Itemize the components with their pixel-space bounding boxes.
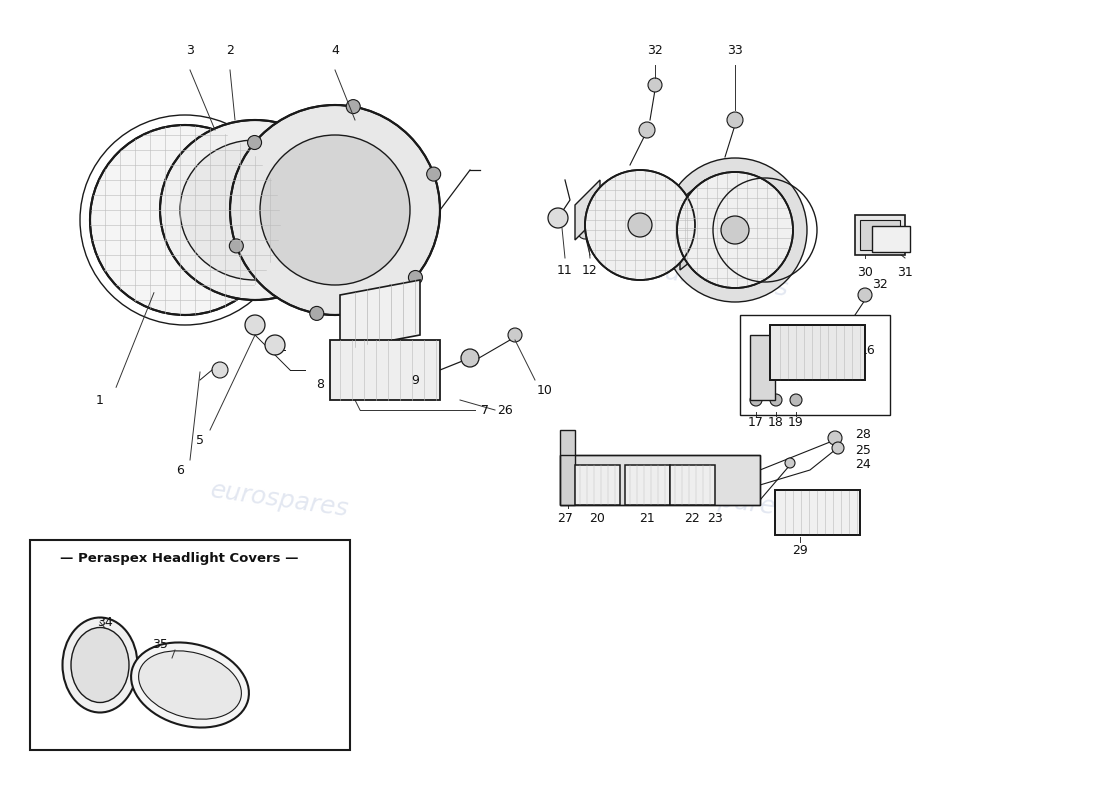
Polygon shape xyxy=(575,180,600,240)
Polygon shape xyxy=(340,280,420,350)
Circle shape xyxy=(648,78,662,92)
Ellipse shape xyxy=(139,650,241,719)
Text: 18: 18 xyxy=(768,415,784,429)
Text: eurospares: eurospares xyxy=(209,478,351,522)
Ellipse shape xyxy=(230,187,280,233)
Circle shape xyxy=(427,167,441,181)
Circle shape xyxy=(639,122,654,138)
Bar xyxy=(330,340,440,400)
Text: 28: 28 xyxy=(855,429,871,442)
Circle shape xyxy=(770,394,782,406)
Text: 4: 4 xyxy=(331,43,339,57)
Ellipse shape xyxy=(180,140,330,280)
Text: 34: 34 xyxy=(97,615,113,629)
Text: 20: 20 xyxy=(590,511,605,525)
Text: 30: 30 xyxy=(857,266,873,278)
Circle shape xyxy=(245,315,265,335)
Ellipse shape xyxy=(63,618,138,713)
Bar xyxy=(860,220,900,250)
Text: 24: 24 xyxy=(855,458,871,471)
Text: eurospares: eurospares xyxy=(649,258,791,302)
Circle shape xyxy=(408,270,422,285)
Text: 3: 3 xyxy=(186,43,194,57)
Text: 9: 9 xyxy=(411,374,419,386)
Text: 31: 31 xyxy=(898,266,913,278)
Bar xyxy=(750,335,776,400)
Circle shape xyxy=(578,225,592,239)
Text: 5: 5 xyxy=(196,434,204,446)
Circle shape xyxy=(346,99,360,114)
Text: 17: 17 xyxy=(748,415,763,429)
Bar xyxy=(560,430,575,505)
Text: 10: 10 xyxy=(537,383,553,397)
Text: 26: 26 xyxy=(497,403,513,417)
Text: 8: 8 xyxy=(316,378,324,391)
Circle shape xyxy=(265,335,285,355)
Circle shape xyxy=(461,349,478,367)
Bar xyxy=(855,215,905,255)
Text: 29: 29 xyxy=(792,543,807,557)
Circle shape xyxy=(790,394,802,406)
Text: 7: 7 xyxy=(481,403,490,417)
Text: 27: 27 xyxy=(557,511,573,525)
Circle shape xyxy=(750,394,762,406)
Text: 21: 21 xyxy=(639,511,654,525)
Bar xyxy=(770,325,865,380)
Text: 15: 15 xyxy=(702,263,718,277)
Text: 23: 23 xyxy=(707,511,723,525)
Circle shape xyxy=(676,172,793,288)
Circle shape xyxy=(720,216,749,244)
Circle shape xyxy=(90,125,280,315)
Bar xyxy=(575,465,620,505)
Bar xyxy=(560,455,760,505)
Ellipse shape xyxy=(72,627,129,702)
Circle shape xyxy=(508,328,522,342)
Text: 1: 1 xyxy=(96,394,103,406)
Circle shape xyxy=(785,458,795,468)
Text: 11: 11 xyxy=(557,263,573,277)
Text: 14: 14 xyxy=(627,263,642,277)
Text: 33: 33 xyxy=(727,43,742,57)
Text: 16: 16 xyxy=(860,343,876,357)
Bar xyxy=(625,465,670,505)
Text: 13: 13 xyxy=(762,263,778,277)
Text: 32: 32 xyxy=(872,278,888,291)
Circle shape xyxy=(663,158,807,302)
Circle shape xyxy=(230,105,440,315)
Circle shape xyxy=(248,135,262,150)
Text: 19: 19 xyxy=(788,415,804,429)
Circle shape xyxy=(310,306,323,321)
Text: eurospares: eurospares xyxy=(209,258,351,302)
Text: — Peraspex Headlight Covers —: — Peraspex Headlight Covers — xyxy=(60,552,298,565)
Text: 6: 6 xyxy=(176,463,184,477)
Circle shape xyxy=(229,239,243,253)
Bar xyxy=(670,465,715,505)
Text: 32: 32 xyxy=(647,43,663,57)
Text: 12: 12 xyxy=(582,263,598,277)
Circle shape xyxy=(858,288,872,302)
Circle shape xyxy=(828,431,842,445)
Circle shape xyxy=(727,112,742,128)
Text: 25: 25 xyxy=(855,443,871,457)
Text: 22: 22 xyxy=(684,511,700,525)
Circle shape xyxy=(628,213,652,237)
Bar xyxy=(776,490,860,535)
Circle shape xyxy=(260,135,410,285)
Polygon shape xyxy=(680,180,705,270)
Bar xyxy=(560,455,760,505)
Bar xyxy=(776,490,860,535)
Circle shape xyxy=(585,170,695,280)
Bar xyxy=(740,315,890,415)
Ellipse shape xyxy=(131,642,249,727)
Bar xyxy=(30,540,350,750)
Text: eurospares: eurospares xyxy=(649,478,791,522)
Circle shape xyxy=(212,362,228,378)
Text: 2: 2 xyxy=(227,43,234,57)
Bar xyxy=(872,226,910,252)
Bar xyxy=(770,325,865,380)
Text: 35: 35 xyxy=(152,638,168,651)
Circle shape xyxy=(548,208,568,228)
Ellipse shape xyxy=(160,120,350,300)
Circle shape xyxy=(832,442,844,454)
